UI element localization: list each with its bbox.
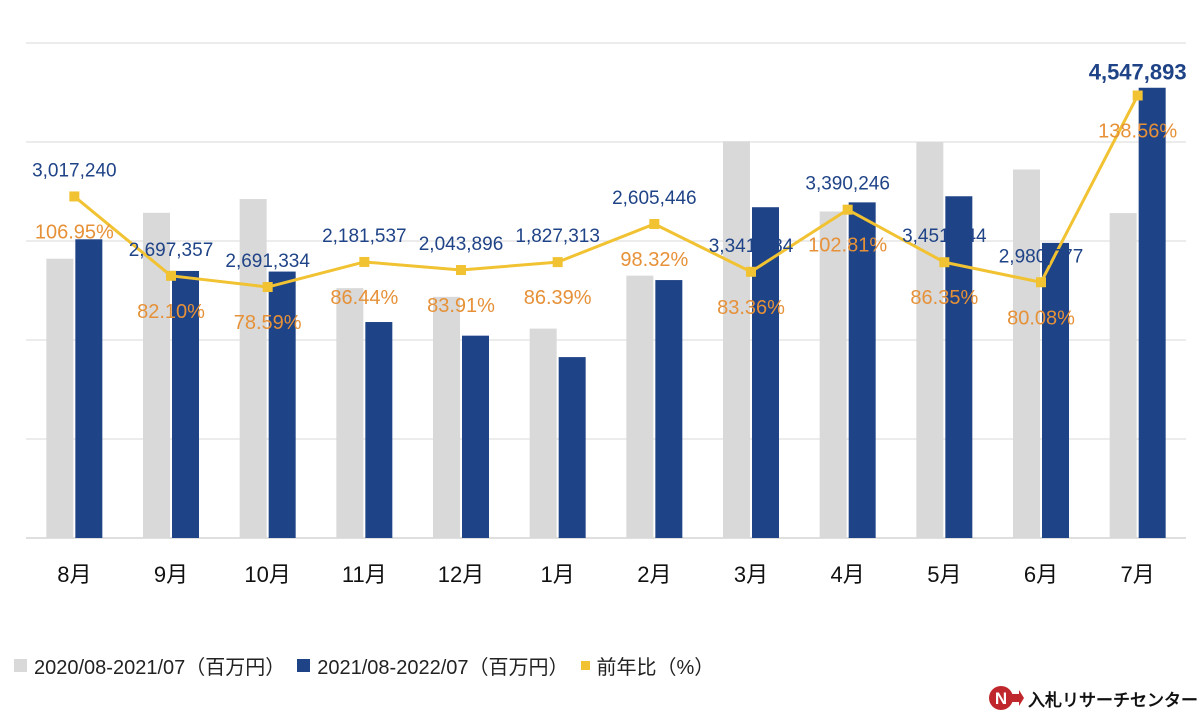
bar-value-label: 3,017,240 — [32, 160, 117, 181]
brand-logo-block: N 入札リサーチセンター — [988, 684, 1198, 712]
bar-current-year — [1138, 87, 1166, 538]
yoy-value-label: 83.91% — [427, 295, 495, 317]
bar-value-label: 2,697,357 — [129, 240, 214, 261]
bar-current-year — [365, 322, 393, 538]
legend-item-yoy: 前年比（%） — [580, 651, 715, 680]
bar-current-year — [558, 357, 586, 538]
yoy-value-label: 78.59% — [234, 312, 302, 334]
yoy-value-label: 102.81% — [808, 235, 887, 257]
bar-current-year — [75, 239, 103, 538]
yoy-value-label: 98.32% — [620, 249, 688, 271]
combo-chart: 8月 9月 10月 11月 12月 1月 2月 3月 4月 5月 6月 7月 3,017,240 2,69… — [26, 42, 1187, 587]
bar-value-label: 3,341,284 — [709, 236, 794, 257]
yoy-marker — [746, 266, 756, 277]
yoy-value-label: 138.56% — [1098, 121, 1177, 143]
x-tick-label: 5月 — [927, 562, 961, 587]
yoy-value-label: 80.08% — [1007, 307, 1075, 329]
bar-value-label: 3,390,246 — [805, 174, 890, 195]
yoy-marker — [552, 257, 563, 268]
x-tick-label: 8月 — [57, 562, 91, 587]
legend-swatch-prev-year — [14, 659, 27, 672]
bar-prev-year — [1013, 169, 1040, 538]
yoy-marker — [1036, 277, 1046, 288]
bar-prev-year — [819, 211, 847, 539]
legend-item-prev-year: 2020/08-2021/07（百万円） — [14, 651, 285, 680]
x-tick-label: 2月 — [637, 562, 671, 587]
svg-text:N: N — [995, 689, 1007, 708]
bar-prev-year — [239, 199, 267, 539]
yoy-value-label: 82.10% — [137, 301, 205, 323]
bar-prev-year — [529, 328, 557, 538]
bar-value-label: 2,043,896 — [419, 234, 504, 255]
bar-current-year — [1042, 242, 1069, 538]
bar-value-label: 2,980,777 — [999, 246, 1084, 267]
yoy-marker — [939, 257, 950, 268]
bar-current-year — [848, 202, 876, 538]
yoy-value-label: 86.44% — [330, 287, 398, 309]
x-tick-label: 4月 — [831, 562, 865, 587]
brand-n-arrow-icon: N — [989, 686, 1024, 710]
yoy-marker — [649, 219, 660, 230]
yoy-marker — [359, 256, 370, 267]
bar-current-year — [268, 271, 296, 538]
legend-label-prev-year: 2020/08-2021/07（百万円） — [34, 657, 286, 679]
yoy-marker — [166, 270, 176, 281]
bar-value-label: 3,451,944 — [902, 226, 987, 247]
x-tick-label: 1月 — [541, 562, 575, 587]
bar-current-year — [462, 335, 489, 538]
yoy-value-label: 83.36% — [717, 297, 785, 319]
legend-label-yoy: 前年比（%） — [596, 657, 715, 679]
bar-prev-year — [626, 275, 654, 538]
bar-value-label: 2,605,446 — [612, 188, 697, 209]
bar-current-year — [172, 270, 199, 538]
yoy-marker — [1132, 90, 1143, 101]
bar-value-label: 1,827,313 — [515, 226, 600, 247]
x-tick-label: 11月 — [342, 562, 387, 587]
yoy-marker — [842, 204, 853, 215]
bar-prev-year — [336, 288, 364, 538]
yoy-line — [73, 94, 1139, 289]
legend-swatch-yoy — [580, 661, 590, 670]
x-tick-label: 7月 — [1121, 562, 1155, 587]
yoy-value-label: 86.35% — [910, 287, 978, 309]
bar-prev-year — [46, 258, 74, 538]
bar-current-year — [655, 280, 683, 538]
bar-value-label: 2,691,334 — [225, 251, 310, 272]
bar-current-year — [945, 196, 973, 538]
bar-prev-year — [143, 212, 170, 538]
yoy-marker — [262, 282, 273, 293]
bar-prev-year — [1109, 213, 1137, 538]
legend-swatch-current-year — [297, 659, 311, 672]
x-tick-label: 6月 — [1024, 562, 1058, 587]
brand-name: 入札リサーチセンター — [1028, 690, 1198, 710]
bar-value-label: 2,181,537 — [322, 226, 407, 247]
bar-prev-year — [723, 141, 750, 538]
x-tick-label: 12月 — [438, 562, 484, 587]
legend-label-current-year: 2021/08-2022/07（百万円） — [317, 657, 569, 679]
x-tick-label: 9月 — [154, 562, 188, 587]
x-tick-label: 10月 — [244, 562, 290, 587]
legend-item-current-year: 2021/08-2022/07（百万円） — [297, 651, 569, 680]
chart-legend: 2020/08-2021/07（百万円） 2021/08-2022/07（百万円… — [14, 651, 726, 680]
yoy-marker — [456, 265, 466, 276]
x-tick-label: 3月 — [734, 562, 768, 587]
bar-prev-year — [916, 142, 944, 538]
yoy-marker — [69, 191, 80, 202]
yoy-value-label: 86.39% — [524, 287, 592, 309]
bar-prev-year — [433, 296, 460, 538]
yoy-value-label: 106.95% — [35, 221, 114, 243]
bar-value-label: 4,547,893 — [1089, 60, 1187, 85]
